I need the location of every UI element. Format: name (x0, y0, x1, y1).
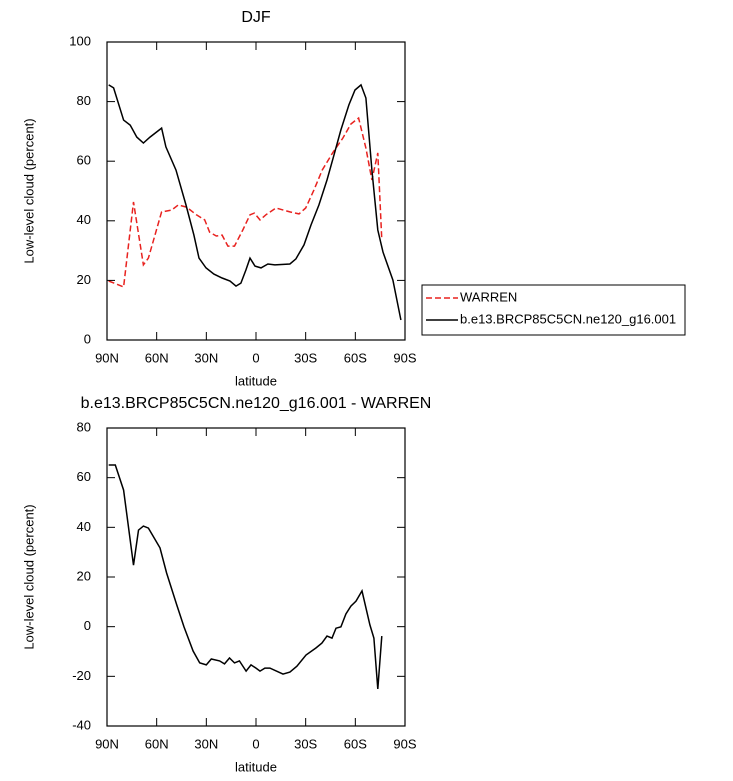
data-line (108, 116, 383, 289)
y-tick-label: 20 (77, 568, 91, 583)
x-tick-label: 60S (344, 350, 367, 365)
y-tick-label: 80 (77, 419, 91, 434)
chart-title: b.e13.BRCP85C5CN.ne120_g16.001 - WARREN (81, 395, 432, 412)
plot-frame (106, 427, 406, 727)
x-tick-label: 60N (145, 350, 169, 365)
y-tick-label: -20 (72, 668, 91, 683)
y-tick-label: 60 (77, 469, 91, 484)
legend-label: WARREN (460, 289, 517, 304)
data-line (108, 464, 383, 690)
y-tick-label: 0 (84, 331, 91, 346)
x-axis-label: latitude (235, 759, 277, 774)
x-tick-label: 30S (294, 736, 317, 751)
x-tick-label: 90N (95, 350, 119, 365)
x-axis-label: latitude (235, 373, 277, 388)
y-tick-label: 40 (77, 519, 91, 534)
legend-box (421, 284, 686, 336)
chart-title: DJF (241, 9, 271, 26)
y-tick-label: 60 (77, 153, 91, 168)
y-axis-label: Low-level cloud (percent) (21, 118, 36, 263)
y-tick-label: 20 (77, 272, 91, 287)
x-tick-label: 60S (344, 736, 367, 751)
y-tick-label: 80 (77, 93, 91, 108)
plot-frame (106, 41, 406, 341)
x-tick-label: 90S (393, 736, 416, 751)
x-tick-label: 0 (252, 736, 259, 751)
x-tick-label: 60N (145, 736, 169, 751)
data-line (108, 83, 402, 321)
legend-label: b.e13.BRCP85C5CN.ne120_g16.001 (460, 311, 676, 326)
x-tick-label: 90S (393, 350, 416, 365)
x-tick-label: 30S (294, 350, 317, 365)
y-tick-label: 40 (77, 212, 91, 227)
x-tick-label: 30N (194, 350, 218, 365)
y-tick-label: 0 (84, 618, 91, 633)
y-tick-label: 100 (69, 33, 91, 48)
x-tick-label: 0 (252, 350, 259, 365)
y-axis-label: Low-level cloud (percent) (21, 504, 36, 649)
x-tick-label: 30N (194, 736, 218, 751)
x-tick-label: 90N (95, 736, 119, 751)
y-tick-label: -40 (72, 717, 91, 732)
